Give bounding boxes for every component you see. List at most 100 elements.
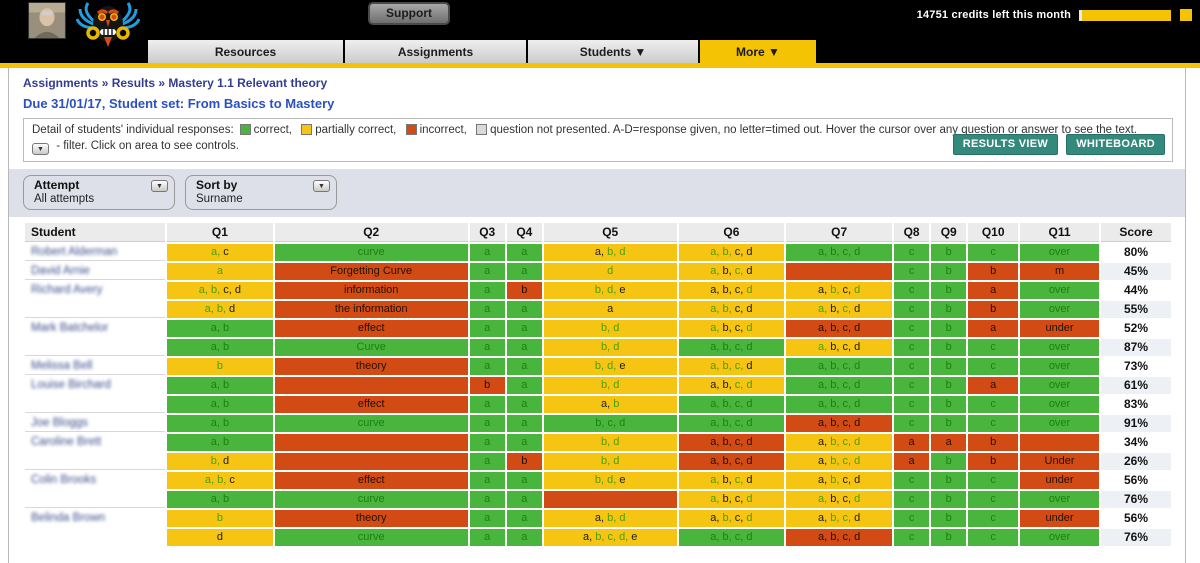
answer-cell-q3[interactable]: a [469,282,505,299]
column-header-q7[interactable]: Q7 [786,223,893,242]
answer-cell-q11[interactable]: over [1020,491,1099,508]
answer-cell-q5[interactable] [543,491,677,508]
answer-cell-q2[interactable] [274,453,468,470]
answer-cell-q10[interactable]: a [968,377,1019,394]
answer-cell-q8[interactable]: c [894,396,930,413]
answer-cell-q8[interactable]: c [894,301,930,318]
answer-cell-q3[interactable]: a [469,472,505,489]
column-header-score[interactable]: Score [1101,223,1171,242]
answer-cell-q10[interactable]: c [968,415,1019,432]
answer-cell-q2[interactable]: effect [274,320,468,337]
answer-cell-q7[interactable] [786,263,893,280]
answer-cell-q8[interactable]: c [894,358,930,375]
column-header-q3[interactable]: Q3 [469,223,505,242]
answer-cell-q5[interactable]: a, b, d [543,510,677,527]
answer-cell-q4[interactable]: a [506,320,542,337]
answer-cell-q5[interactable]: b, d, e [543,282,677,299]
answer-cell-q5[interactable]: b, d [543,320,677,337]
answer-cell-q6[interactable]: a, b, c, d [678,415,785,432]
answer-cell-q6[interactable]: a, b, c, d [678,510,785,527]
answer-cell-q5[interactable]: b, c, d [543,415,677,432]
answer-cell-q4[interactable]: a [506,396,542,413]
answer-cell-q9[interactable]: b [931,358,967,375]
tab-students[interactable]: Students ▼ [528,40,700,63]
answer-cell-q10[interactable]: b [968,453,1019,470]
answer-cell-q2[interactable]: curve [274,491,468,508]
answer-cell-q5[interactable]: a, b, d [543,244,677,261]
answer-cell-q2[interactable]: curve [274,244,468,261]
answer-cell-q5[interactable]: a, b, c, d, e [543,529,677,546]
answer-cell-q7[interactable]: a, b, c, d [786,377,893,394]
answer-cell-q8[interactable]: c [894,491,930,508]
answer-cell-q1[interactable]: a, b [167,377,273,394]
answer-cell-q9[interactable]: b [931,529,967,546]
attempt-filter[interactable]: Attempt All attempts ▼ [23,175,175,210]
answer-cell-q3[interactable]: a [469,244,505,261]
answer-cell-q7[interactable]: a, b, c, d [786,396,893,413]
column-header-q4[interactable]: Q4 [506,223,542,242]
answer-cell-q4[interactable]: a [506,472,542,489]
answer-cell-q11[interactable]: m [1020,263,1099,280]
answer-cell-q6[interactable]: a, b, c, d [678,320,785,337]
answer-cell-q9[interactable]: b [931,301,967,318]
answer-cell-q8[interactable]: c [894,339,930,356]
answer-cell-q6[interactable]: a, b, c, d [678,396,785,413]
answer-cell-q9[interactable]: b [931,339,967,356]
answer-cell-q1[interactable]: a, b [167,415,273,432]
answer-cell-q5[interactable]: b, d [543,377,677,394]
answer-cell-q3[interactable]: a [469,510,505,527]
answer-cell-q5[interactable]: b, d [543,434,677,451]
answer-cell-q3[interactable]: a [469,396,505,413]
answer-cell-q6[interactable]: a, b, c, d [678,377,785,394]
user-avatar[interactable] [28,2,66,39]
answer-cell-q2[interactable]: Forgetting Curve [274,263,468,280]
answer-cell-q10[interactable]: c [968,491,1019,508]
answer-cell-q7[interactable]: a, b, c, d [786,339,893,356]
column-header-q11[interactable]: Q11 [1020,223,1099,242]
answer-cell-q8[interactable]: c [894,320,930,337]
answer-cell-q1[interactable]: a, b [167,491,273,508]
column-header-q2[interactable]: Q2 [274,223,468,242]
answer-cell-q6[interactable]: a, b, c, d [678,339,785,356]
answer-cell-q4[interactable]: a [506,358,542,375]
answer-cell-q11[interactable]: Under [1020,453,1099,470]
answer-cell-q4[interactable]: a [506,377,542,394]
tab-assignments[interactable]: Assignments [345,40,528,63]
answer-cell-q3[interactable]: a [469,358,505,375]
answer-cell-q1[interactable]: a [167,263,273,280]
answer-cell-q5[interactable]: b, d, e [543,472,677,489]
tab-more[interactable]: More ▼ [700,40,818,63]
answer-cell-q6[interactable]: a, b, c, d [678,301,785,318]
answer-cell-q8[interactable]: c [894,244,930,261]
answer-cell-q6[interactable]: a, b, c, d [678,472,785,489]
answer-cell-q9[interactable]: b [931,453,967,470]
answer-cell-q10[interactable]: a [968,282,1019,299]
answer-cell-q6[interactable]: a, b, c, d [678,529,785,546]
answer-cell-q6[interactable]: a, b, c, d [678,282,785,299]
answer-cell-q3[interactable]: a [469,320,505,337]
answer-cell-q4[interactable]: a [506,491,542,508]
answer-cell-q2[interactable]: effect [274,472,468,489]
answer-cell-q10[interactable]: c [968,529,1019,546]
answer-cell-q9[interactable]: b [931,263,967,280]
answer-cell-q1[interactable]: b [167,510,273,527]
answer-cell-q10[interactable]: c [968,244,1019,261]
answer-cell-q9[interactable]: b [931,415,967,432]
answer-cell-q6[interactable]: a, b, c, d [678,244,785,261]
answer-cell-q11[interactable]: over [1020,339,1099,356]
answer-cell-q1[interactable]: a, b [167,434,273,451]
answer-cell-q9[interactable]: a [931,434,967,451]
answer-cell-q11[interactable]: over [1020,282,1099,299]
answer-cell-q11[interactable]: under [1020,472,1099,489]
answer-cell-q11[interactable]: over [1020,301,1099,318]
answer-cell-q7[interactable]: a, b, c, d [786,434,893,451]
answer-cell-q7[interactable]: a, b, c, d [786,472,893,489]
column-header-q8[interactable]: Q8 [894,223,930,242]
answer-cell-q5[interactable]: b, d, e [543,358,677,375]
answer-cell-q7[interactable]: a, b, c, d [786,282,893,299]
answer-cell-q6[interactable]: a, b, c, d [678,453,785,470]
answer-cell-q1[interactable]: a, b [167,339,273,356]
answer-cell-q4[interactable]: a [506,434,542,451]
answer-cell-q1[interactable]: a, b, d [167,301,273,318]
answer-cell-q3[interactable]: b [469,377,505,394]
